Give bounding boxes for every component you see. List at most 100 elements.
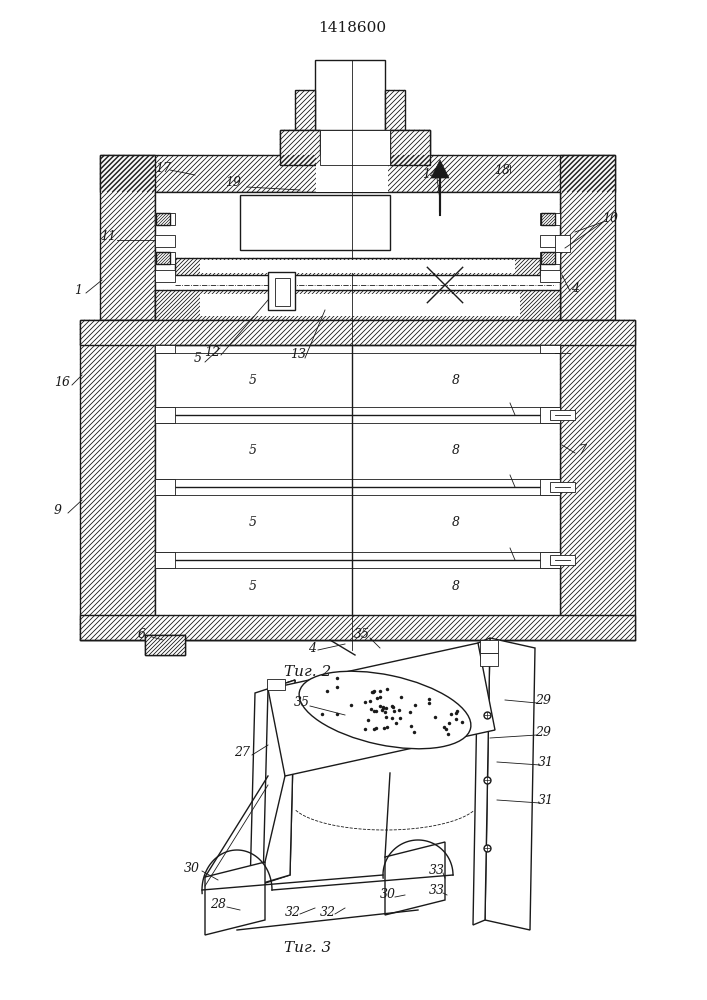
Bar — [541, 213, 555, 225]
Bar — [155, 270, 175, 282]
Text: 35: 35 — [294, 696, 310, 710]
Text: 31: 31 — [538, 794, 554, 806]
Text: 4: 4 — [308, 642, 316, 654]
Text: 32: 32 — [320, 906, 336, 918]
Bar — [385, 90, 405, 130]
Bar — [155, 479, 175, 495]
Bar — [100, 155, 155, 320]
Text: 32: 32 — [285, 906, 301, 918]
Text: 8: 8 — [452, 373, 460, 386]
Bar — [240, 195, 390, 250]
Bar — [200, 294, 520, 316]
Bar — [155, 213, 175, 225]
Text: 7: 7 — [578, 444, 586, 456]
Bar — [540, 213, 560, 225]
Text: 19: 19 — [225, 176, 241, 190]
Polygon shape — [268, 643, 495, 776]
Bar — [316, 155, 388, 192]
Text: 29: 29 — [535, 726, 551, 738]
Text: 12: 12 — [204, 346, 220, 359]
Bar — [540, 407, 560, 423]
Bar — [80, 320, 155, 640]
Bar — [560, 320, 635, 640]
Text: 5: 5 — [249, 373, 257, 386]
Bar — [80, 320, 635, 345]
Bar — [540, 345, 560, 353]
Bar — [145, 635, 185, 655]
Polygon shape — [385, 842, 445, 915]
Bar — [145, 635, 185, 655]
Bar — [156, 213, 170, 225]
Bar — [155, 252, 175, 264]
Ellipse shape — [299, 671, 471, 749]
Bar — [550, 482, 575, 492]
Bar — [156, 252, 170, 264]
Bar — [540, 552, 560, 568]
Text: Τиг. 2: Τиг. 2 — [284, 665, 332, 679]
Bar — [555, 235, 570, 252]
Text: 4: 4 — [571, 282, 579, 294]
Bar — [540, 252, 560, 264]
Text: Τиг. 3: Τиг. 3 — [284, 941, 332, 955]
Polygon shape — [485, 638, 535, 930]
Bar — [155, 235, 175, 247]
Bar — [155, 290, 560, 320]
Text: 9: 9 — [54, 504, 62, 516]
Bar — [540, 235, 560, 247]
Bar — [295, 90, 315, 130]
Text: 1418600: 1418600 — [318, 21, 386, 35]
Text: 6: 6 — [138, 629, 146, 642]
Text: 5: 5 — [249, 444, 257, 458]
Text: 31: 31 — [538, 756, 554, 768]
Bar — [80, 615, 635, 640]
Bar — [268, 272, 295, 310]
Bar — [175, 258, 540, 275]
Text: 8: 8 — [452, 444, 460, 458]
Text: 27: 27 — [234, 746, 250, 758]
Text: 10: 10 — [602, 212, 618, 225]
Text: 5: 5 — [194, 352, 202, 364]
Bar — [155, 552, 175, 568]
Bar — [267, 679, 285, 690]
Polygon shape — [431, 160, 449, 178]
Bar — [100, 155, 615, 192]
Bar — [560, 155, 615, 320]
Text: 5: 5 — [249, 580, 257, 593]
Text: 14: 14 — [422, 168, 438, 182]
Bar — [275, 278, 290, 306]
Bar — [540, 270, 560, 282]
Bar — [480, 640, 498, 653]
Polygon shape — [263, 680, 295, 883]
Text: 18: 18 — [494, 163, 510, 176]
Text: 33: 33 — [429, 884, 445, 896]
Text: 13: 13 — [290, 349, 306, 361]
Text: 16: 16 — [54, 375, 70, 388]
Text: 17: 17 — [155, 161, 171, 174]
Bar — [480, 653, 498, 666]
Bar — [540, 479, 560, 495]
Bar — [541, 252, 555, 264]
Polygon shape — [473, 638, 490, 925]
Text: 35: 35 — [354, 629, 370, 642]
Text: 8: 8 — [452, 580, 460, 593]
Bar — [155, 320, 560, 640]
Bar — [280, 130, 320, 165]
Bar — [320, 130, 390, 165]
Text: 28: 28 — [210, 898, 226, 912]
Bar — [315, 60, 385, 130]
Text: 5: 5 — [249, 516, 257, 530]
Polygon shape — [205, 862, 265, 935]
Text: 29: 29 — [535, 694, 551, 706]
Bar — [200, 260, 515, 273]
Text: 1: 1 — [74, 284, 82, 296]
Bar — [155, 192, 560, 320]
Text: 30: 30 — [184, 861, 200, 874]
Text: 30: 30 — [380, 888, 396, 902]
Text: 11: 11 — [100, 231, 116, 243]
Bar — [390, 130, 430, 165]
Text: 33: 33 — [429, 863, 445, 876]
Polygon shape — [250, 680, 295, 888]
Bar — [550, 410, 575, 420]
Bar — [155, 407, 175, 423]
Bar — [280, 130, 430, 165]
